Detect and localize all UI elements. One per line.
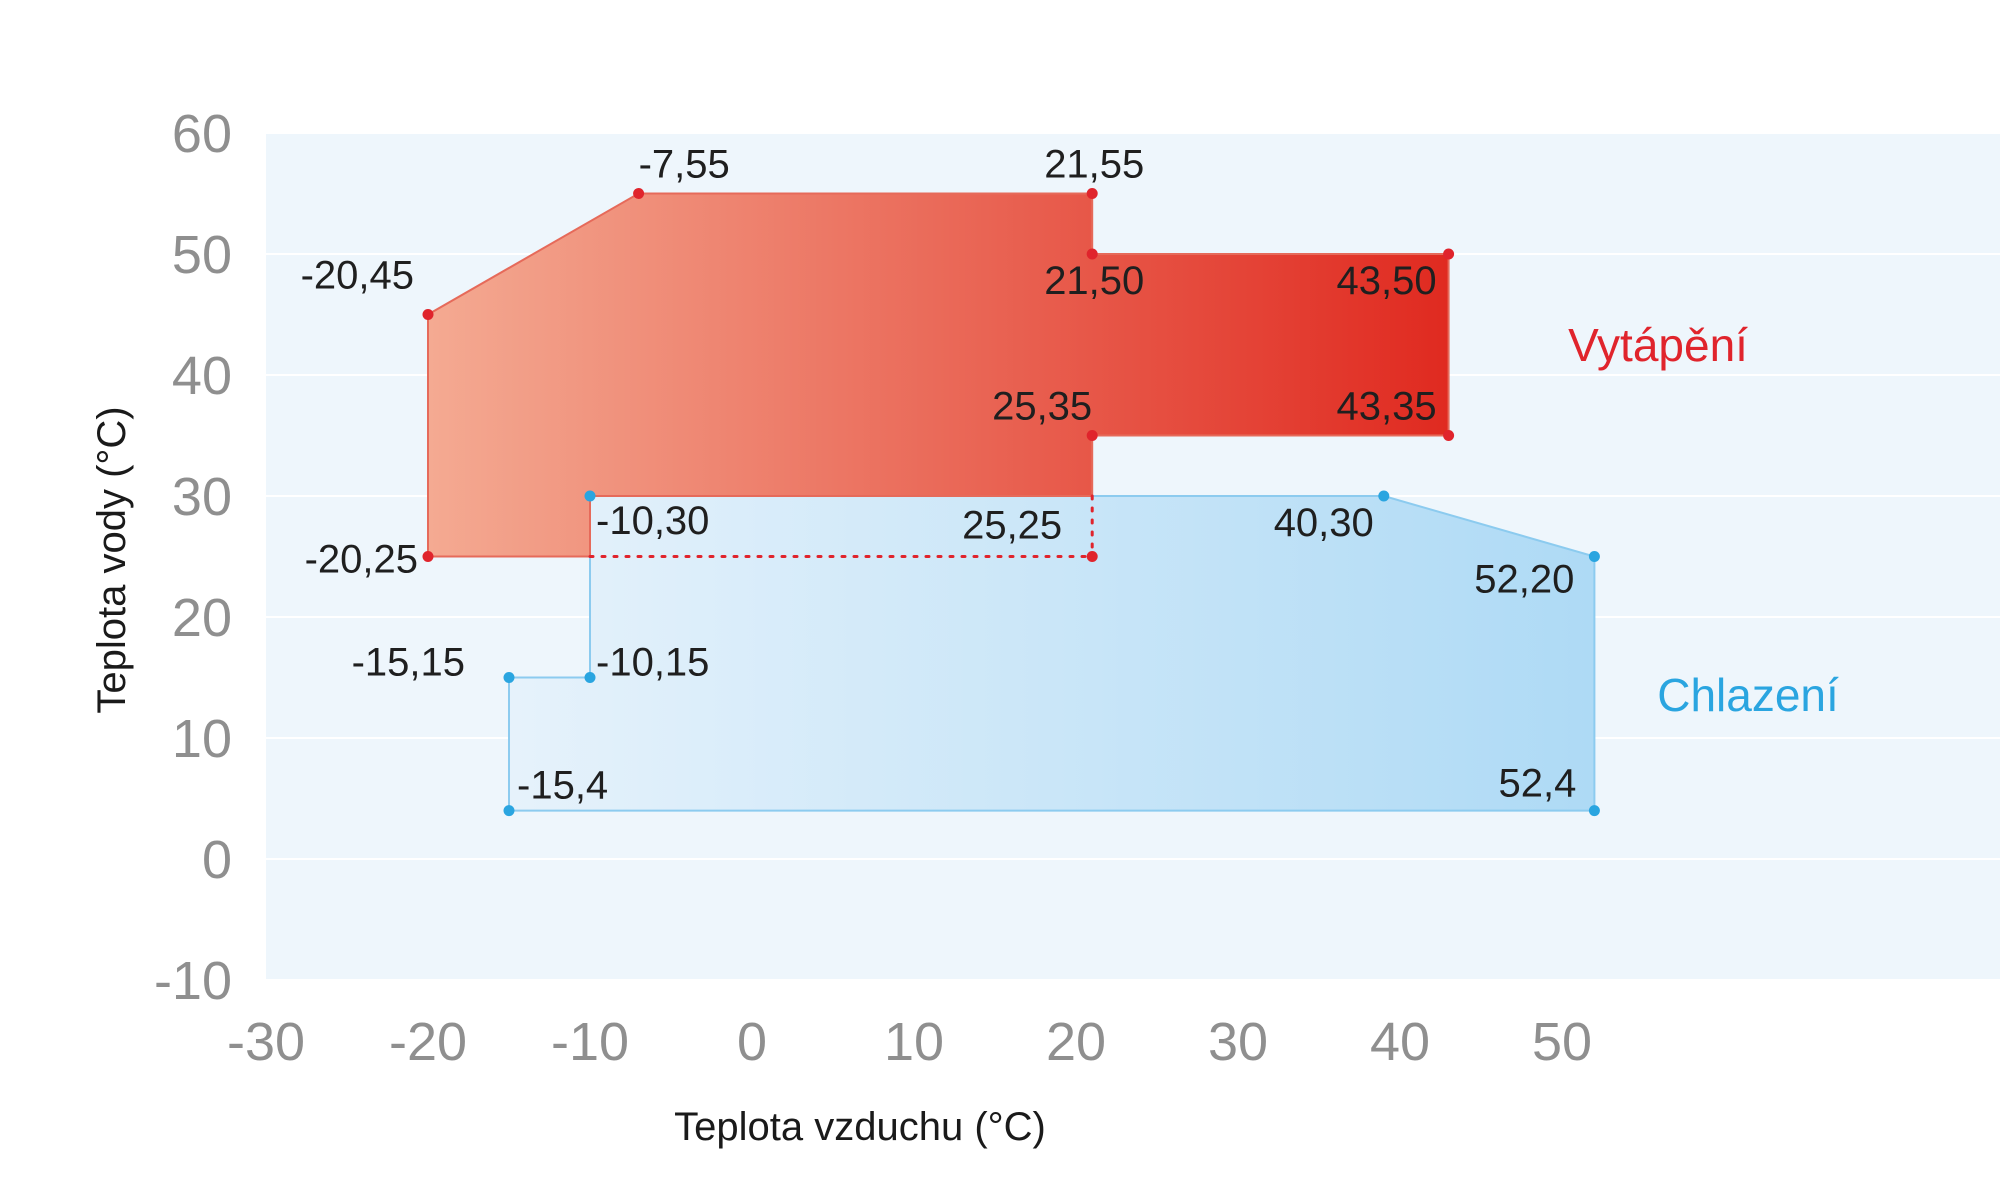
y-tick-label: 50 <box>172 225 232 285</box>
heating-point <box>1443 248 1455 260</box>
cooling-point-label: -10,30 <box>596 499 709 543</box>
heating-point <box>1086 248 1098 260</box>
cooling-point <box>1588 805 1600 817</box>
y-axis-title: Teplota vody (°C) <box>90 406 134 713</box>
x-tick-label: -30 <box>227 1012 305 1072</box>
series-area-heating <box>427 192 1450 558</box>
y-tick-label: 30 <box>172 467 232 527</box>
series-label-heating: Vytápění <box>1568 319 1748 371</box>
heating-point-label: 43,50 <box>1336 259 1436 303</box>
cooling-point <box>503 672 515 683</box>
heating-point-label: -20,45 <box>301 254 414 298</box>
y-tick-label: 0 <box>202 830 232 890</box>
cooling-point-label: -15,4 <box>517 764 608 808</box>
heating-point <box>1443 430 1455 441</box>
y-tick-label: 40 <box>172 346 232 406</box>
series-layer <box>422 188 1600 817</box>
x-tick-label: 40 <box>1370 1012 1430 1072</box>
x-axis-title: Teplota vzduchu (°C) <box>674 1105 1046 1149</box>
cooling-point <box>584 672 596 683</box>
series-label-cooling: Chlazení <box>1657 669 1839 721</box>
cooling-point <box>1378 490 1390 502</box>
heating-point-label: 25,35 <box>992 385 1092 429</box>
x-tick-label: 0 <box>737 1012 767 1072</box>
heating-point-label: 21,55 <box>1044 143 1144 187</box>
heating-point <box>1086 188 1098 199</box>
heating-point <box>1086 430 1098 441</box>
x-tick-label: 10 <box>884 1012 944 1072</box>
y-tick-label: 60 <box>172 104 232 164</box>
cooling-point <box>584 490 596 502</box>
x-tick-label: -10 <box>551 1012 629 1072</box>
series-area-cooling <box>508 495 1596 812</box>
cooling-point-label: 52,4 <box>1499 762 1577 806</box>
heating-point-label: 25,25 <box>962 504 1062 548</box>
cooling-point-label: -15,15 <box>352 641 465 685</box>
cooling-point-label: 40,30 <box>1274 501 1374 545</box>
y-tick-label: 10 <box>172 709 232 769</box>
x-tick-label: 50 <box>1532 1012 1592 1072</box>
point-labels: -10,30 40,30 52,20 -10,15 -15,15 -15,4 52,4 -20… <box>301 143 1577 808</box>
x-tick-label: -20 <box>389 1012 467 1072</box>
cooling-point-label: -10,15 <box>596 641 709 685</box>
heating-point <box>422 551 434 562</box>
heating-point <box>422 309 434 320</box>
y-tick-label: -10 <box>154 951 232 1011</box>
heating-point <box>1086 551 1098 562</box>
x-tick-label: 30 <box>1208 1012 1268 1072</box>
heating-point-label: 21,50 <box>1044 259 1144 303</box>
heating-point-label: -7,55 <box>639 143 730 187</box>
cooling-point <box>503 805 515 817</box>
cooling-point-label: 52,20 <box>1474 558 1574 602</box>
y-tick-label: 20 <box>172 588 232 648</box>
cooling-point <box>1588 551 1600 562</box>
x-tick-label: 20 <box>1046 1012 1106 1072</box>
heating-point-label: 43,35 <box>1336 385 1436 429</box>
heating-point-label: -20,25 <box>305 538 418 582</box>
heating-point <box>633 188 645 199</box>
